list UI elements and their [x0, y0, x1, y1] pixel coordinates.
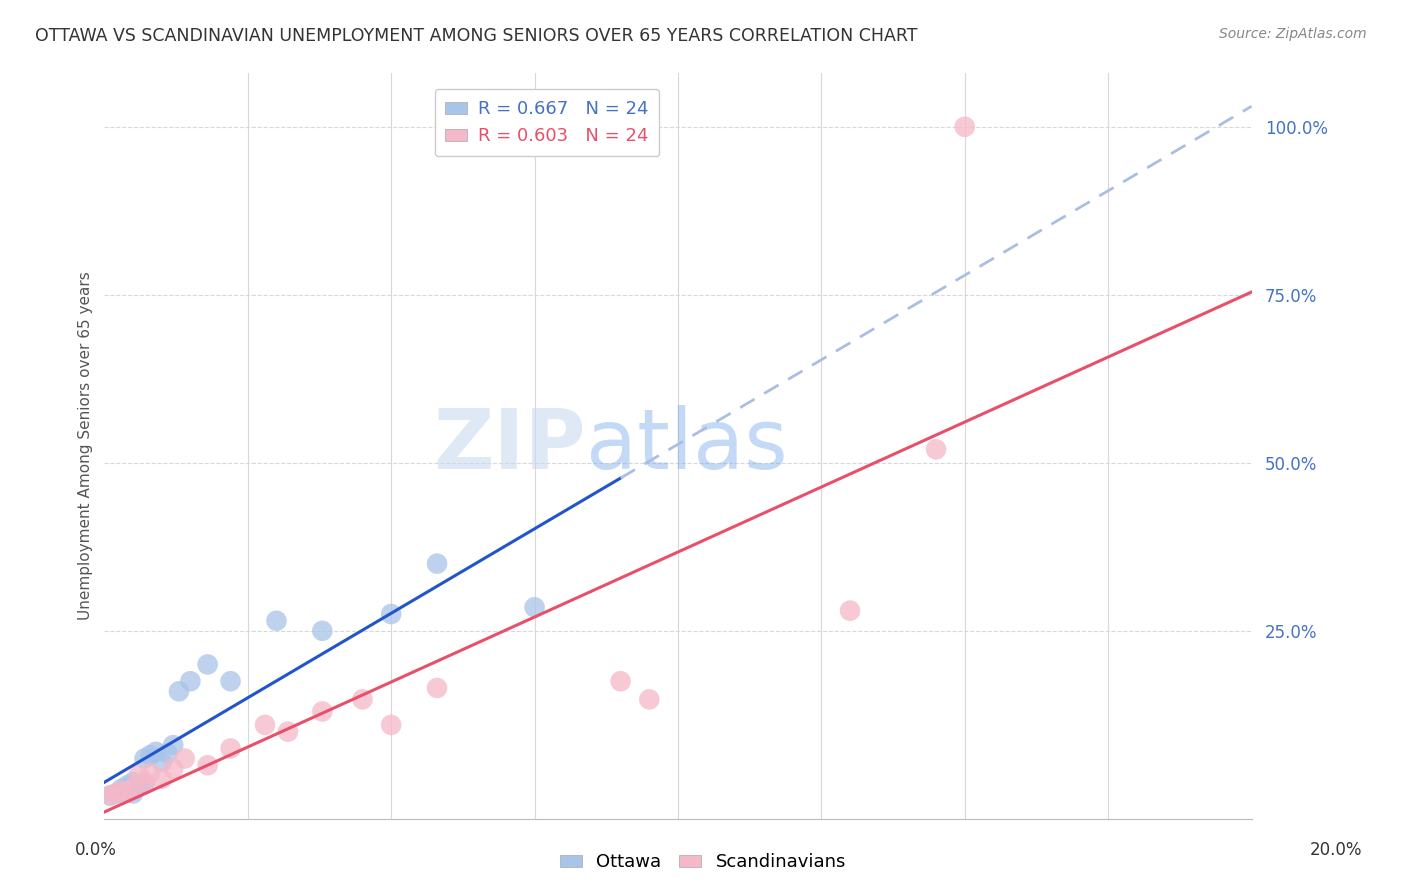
Point — [197, 657, 219, 672]
Point — [122, 787, 145, 801]
Point — [128, 768, 150, 782]
Point — [609, 674, 631, 689]
Point — [110, 781, 132, 796]
Point — [134, 777, 156, 791]
Point — [122, 781, 145, 796]
Point — [839, 604, 862, 618]
Legend: R = 0.667   N = 24, R = 0.603   N = 24: R = 0.667 N = 24, R = 0.603 N = 24 — [434, 89, 659, 156]
Point — [150, 772, 173, 786]
Point — [426, 557, 449, 571]
Point — [380, 718, 402, 732]
Point — [426, 681, 449, 695]
Point — [266, 614, 288, 628]
Point — [197, 758, 219, 772]
Text: atlas: atlas — [586, 406, 787, 486]
Point — [925, 442, 948, 457]
Point — [352, 692, 374, 706]
Point — [110, 785, 132, 799]
Point — [150, 755, 173, 769]
Point — [219, 674, 242, 689]
Point — [179, 674, 201, 689]
Point — [104, 787, 127, 801]
Point — [638, 692, 661, 706]
Point — [523, 600, 546, 615]
Text: 0.0%: 0.0% — [75, 841, 117, 859]
Point — [162, 762, 184, 776]
Point — [156, 746, 179, 760]
Point — [98, 789, 121, 803]
Point — [145, 745, 167, 759]
Y-axis label: Unemployment Among Seniors over 65 years: Unemployment Among Seniors over 65 years — [79, 272, 93, 620]
Point — [173, 751, 195, 765]
Point — [128, 780, 150, 794]
Point — [219, 741, 242, 756]
Point — [380, 607, 402, 621]
Point — [134, 775, 156, 789]
Point — [134, 751, 156, 765]
Point — [162, 738, 184, 752]
Point — [311, 624, 333, 638]
Text: Source: ZipAtlas.com: Source: ZipAtlas.com — [1219, 27, 1367, 41]
Point — [122, 775, 145, 789]
Point — [117, 779, 139, 793]
Point — [98, 789, 121, 803]
Point — [253, 718, 276, 732]
Point — [139, 766, 162, 780]
Text: OTTAWA VS SCANDINAVIAN UNEMPLOYMENT AMONG SENIORS OVER 65 YEARS CORRELATION CHAR: OTTAWA VS SCANDINAVIAN UNEMPLOYMENT AMON… — [35, 27, 918, 45]
Point — [277, 724, 299, 739]
Point — [167, 684, 190, 698]
Point — [104, 787, 127, 801]
Point — [110, 784, 132, 798]
Legend: Ottawa, Scandinavians: Ottawa, Scandinavians — [553, 847, 853, 879]
Point — [117, 785, 139, 799]
Text: 20.0%: 20.0% — [1309, 841, 1362, 859]
Point — [953, 120, 976, 134]
Point — [139, 748, 162, 763]
Point — [311, 705, 333, 719]
Text: ZIP: ZIP — [433, 406, 586, 486]
